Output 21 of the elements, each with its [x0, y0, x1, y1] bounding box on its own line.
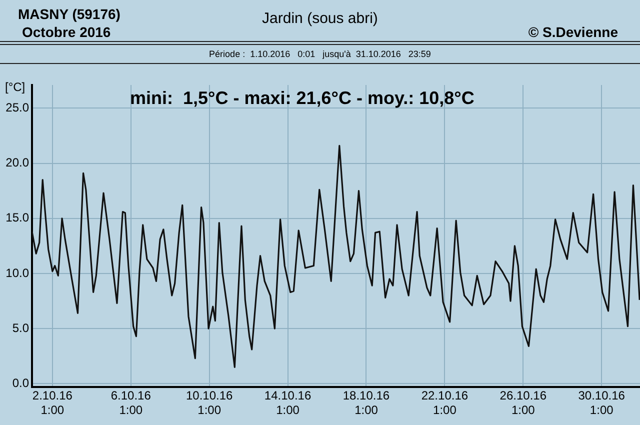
x-tick-label: 22.10.16 1:00 — [421, 388, 468, 417]
annotation: mini: 1,5°C - maxi: 21,6°C - moy.: 10,8°C — [130, 88, 474, 109]
x-tick-label: 18.10.16 1:00 — [342, 388, 390, 417]
y-tick-label: 20.0 — [6, 156, 30, 170]
x-tick-label: 6.10.16 1:00 — [110, 388, 152, 417]
x-tick-label: 10.10.16 1:00 — [186, 388, 234, 417]
y-tick-label: 0.0 — [12, 376, 30, 390]
y-tick-label: 5.0 — [12, 320, 30, 335]
y-axis-title: [°C] — [5, 80, 26, 94]
chart-subtitle: Période : 1.10.2016 0:01 jusqu'à 31.10.2016 23:59 — [208, 49, 432, 59]
y-tick-label: 25.0 — [6, 100, 30, 114]
chart-title: Jardin (sous abri) — [262, 10, 378, 27]
y-tick-label: 10.0 — [6, 266, 30, 280]
x-tick-label: 14.10.16 1:00 — [264, 388, 312, 417]
text: © S.Devienne — [528, 24, 618, 40]
text: MASNY (59176) — [18, 6, 120, 22]
y-tick-label: 15.0 — [6, 210, 30, 225]
x-tick-label: 26.10.16 1:00 — [500, 388, 547, 417]
x-tick-label: 2.10.16 1:00 — [32, 388, 73, 417]
x-tick-label: 30.10.16 1:00 — [578, 388, 626, 417]
text: Octobre 2016 — [22, 24, 111, 40]
